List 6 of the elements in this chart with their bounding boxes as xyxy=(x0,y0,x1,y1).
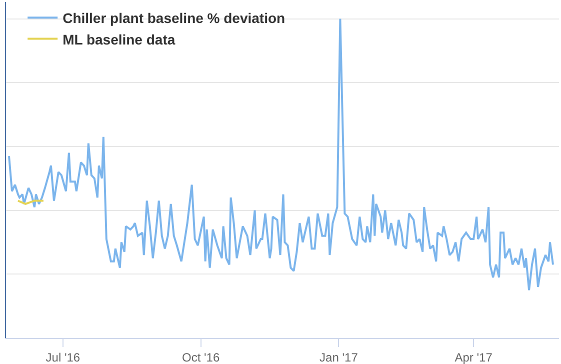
x-tick-label: Oct '16 xyxy=(182,350,220,364)
x-tick-label: Apr '17 xyxy=(454,350,493,364)
legend-label: ML baseline data xyxy=(62,31,176,48)
x-tick-label: Jul '16 xyxy=(46,350,80,364)
legend-label: Chiller plant baseline % deviation xyxy=(62,10,286,26)
x-tick-label: Jan '17 xyxy=(320,350,358,364)
